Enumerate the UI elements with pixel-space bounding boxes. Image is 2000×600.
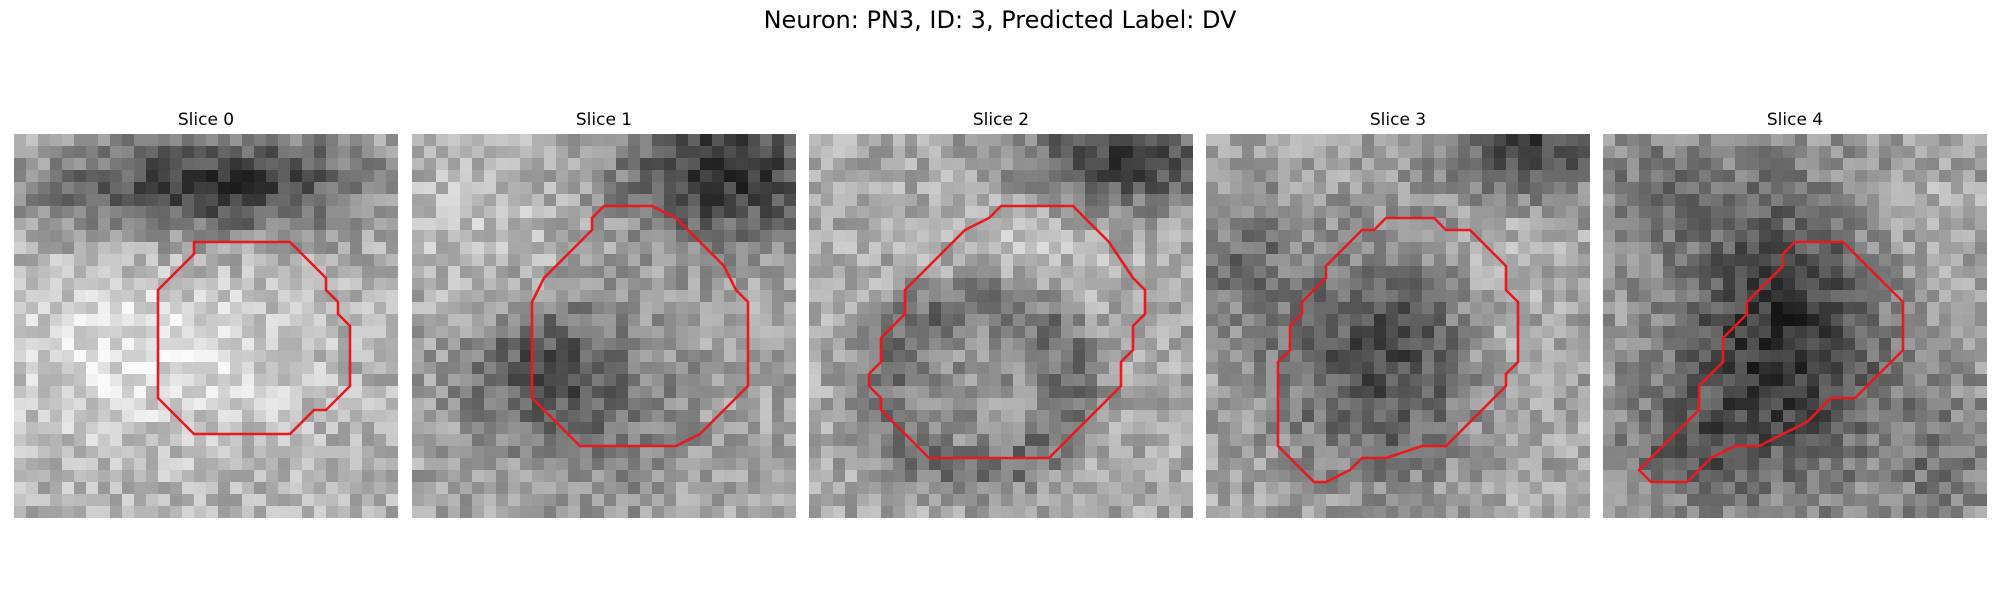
- slice-title: Slice 1: [575, 110, 633, 130]
- slice-title: Slice 2: [972, 110, 1030, 130]
- roi-contour: [530, 204, 750, 448]
- figure-title: Neuron: PN3, ID: 3, Predicted Label: DV: [763, 6, 1237, 34]
- slice-title: Slice 0: [177, 110, 235, 130]
- slice-image: [1206, 134, 1590, 518]
- slice-image: [412, 134, 796, 518]
- slice-panel-2: Slice 2: [809, 106, 1193, 518]
- slice-image: [14, 134, 398, 518]
- roi-contour: [1637, 240, 1905, 484]
- slice-image: [1603, 134, 1987, 518]
- roi-contour: [156, 240, 352, 436]
- slice-title: Slice 4: [1766, 110, 1824, 130]
- roi-contour: [1276, 216, 1520, 484]
- slice-image: [809, 134, 1193, 518]
- slice-panel-1: Slice 1: [412, 106, 796, 518]
- slice-title: Slice 3: [1369, 110, 1427, 130]
- slice-panel-4: Slice 4: [1603, 106, 1987, 518]
- slice-panel-0: Slice 0: [14, 106, 398, 518]
- slice-panel-3: Slice 3: [1206, 106, 1590, 518]
- roi-contour: [867, 204, 1147, 460]
